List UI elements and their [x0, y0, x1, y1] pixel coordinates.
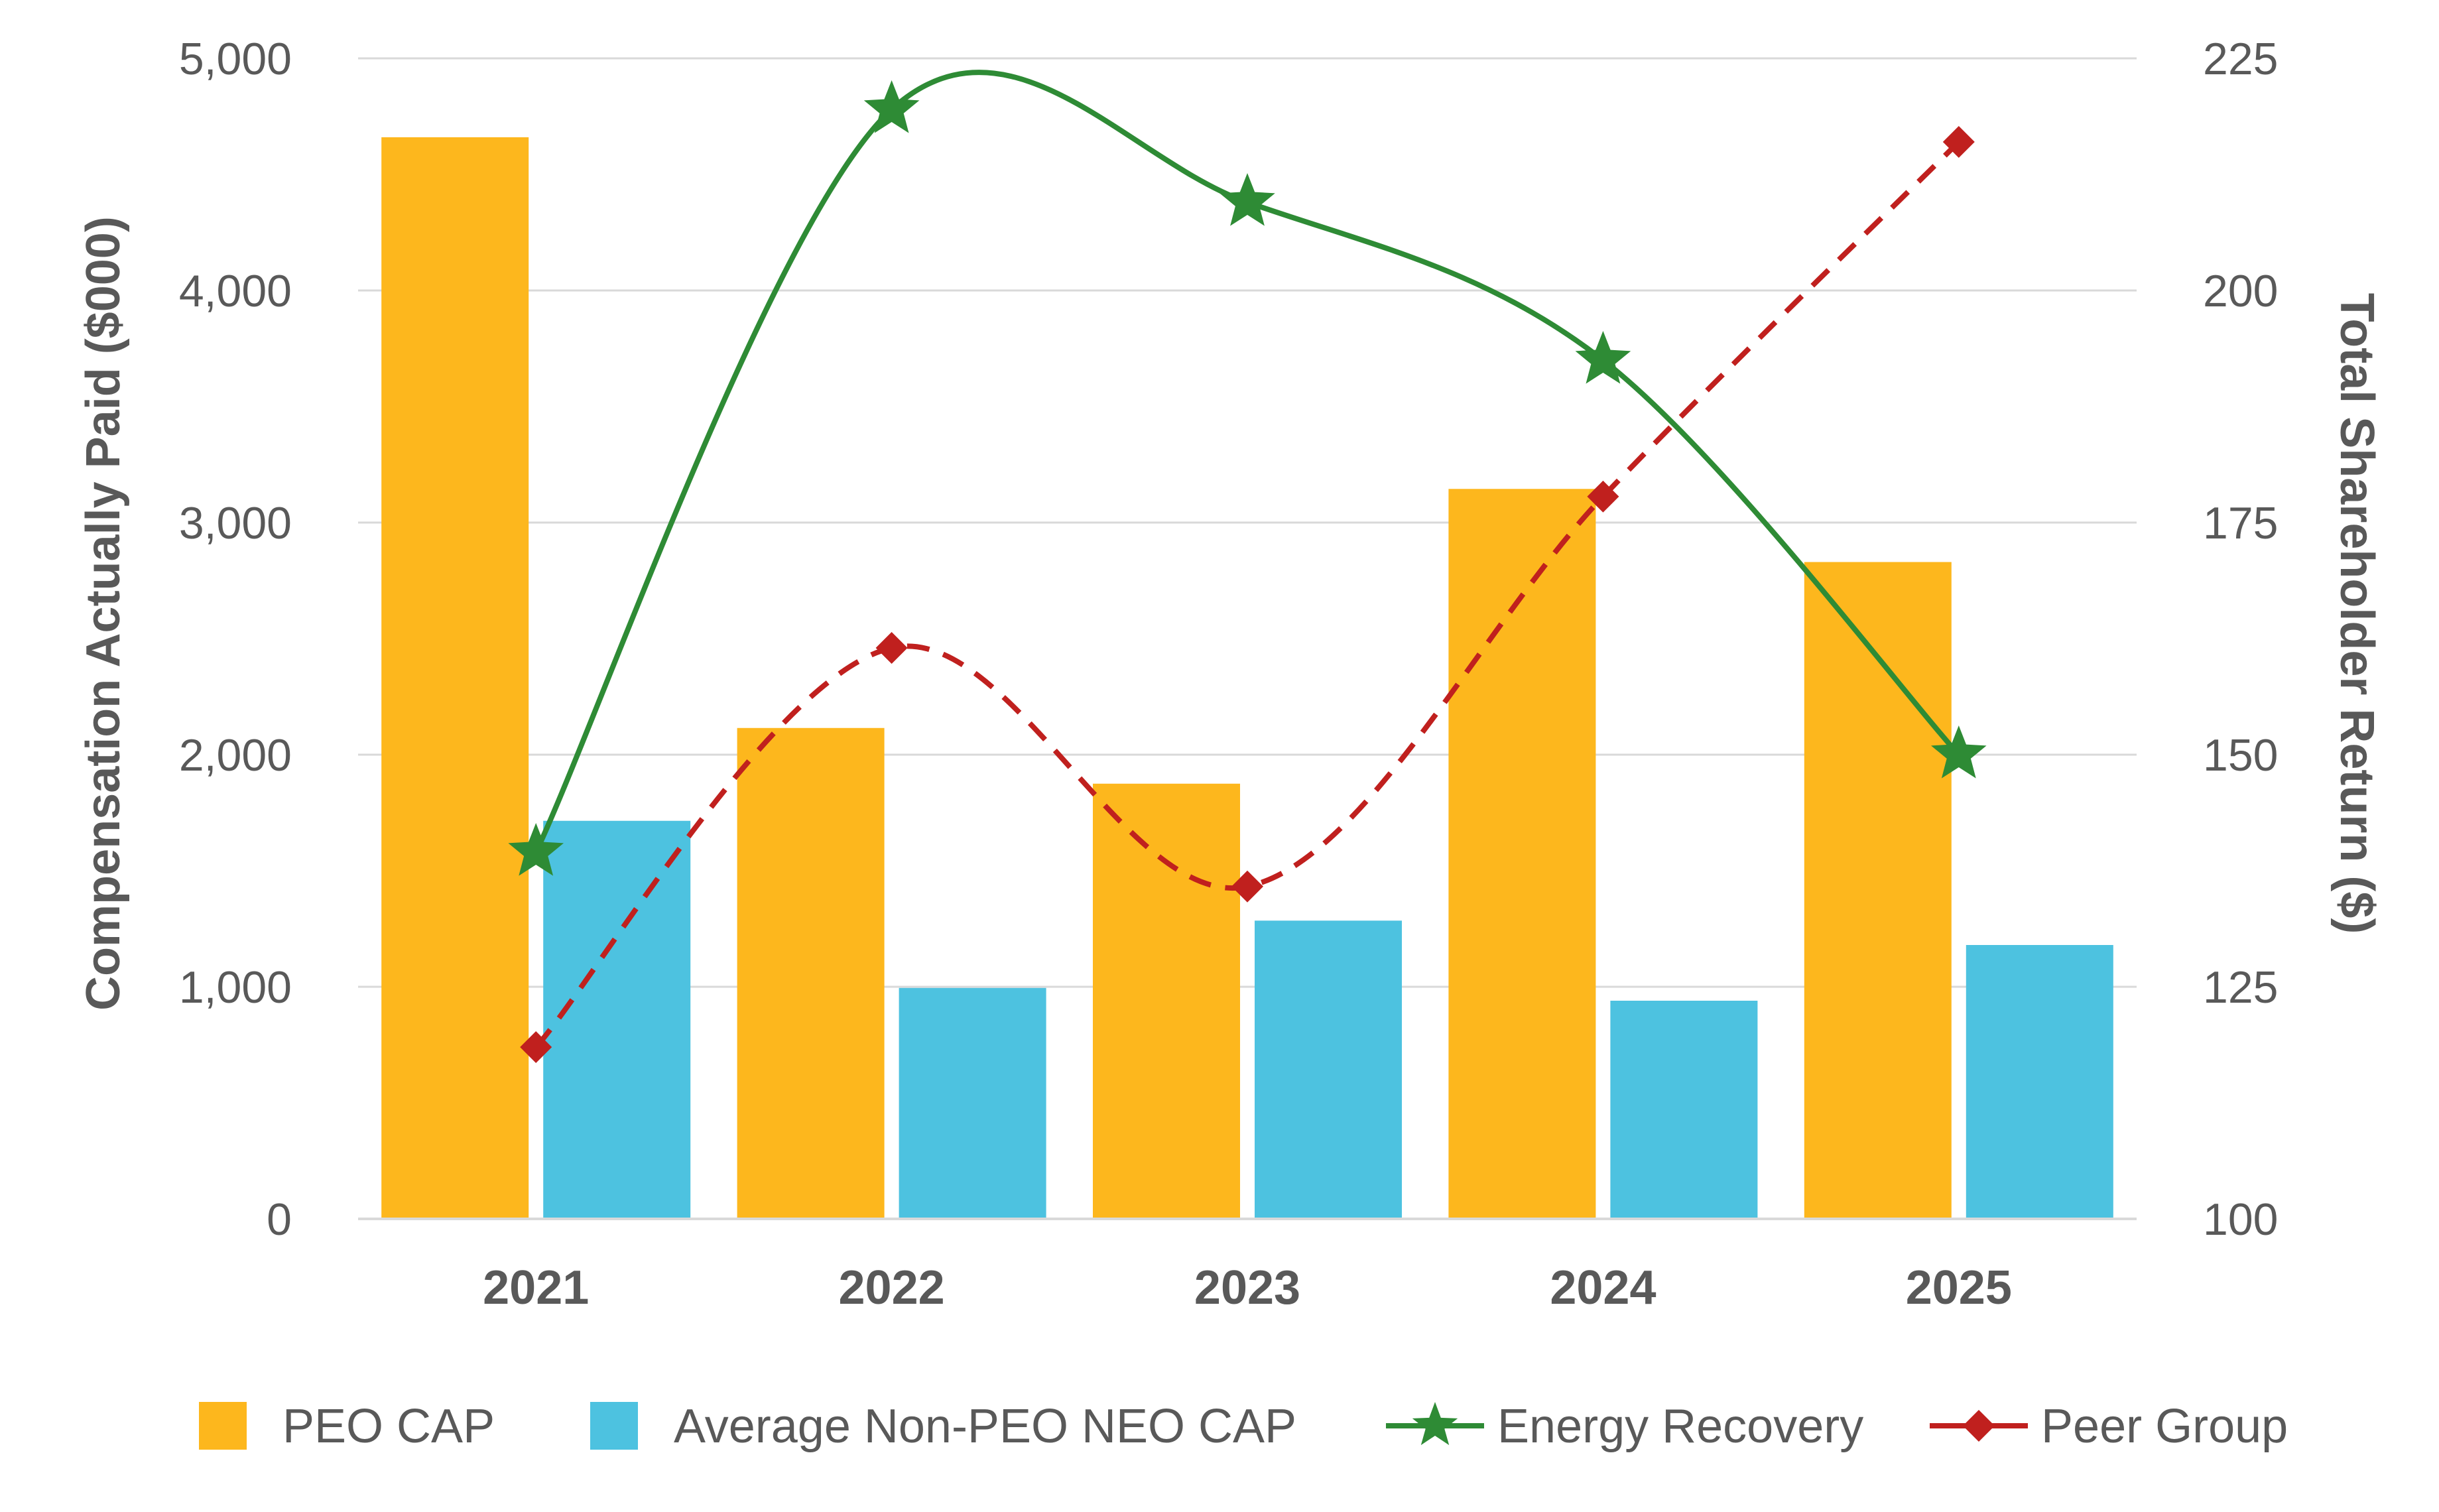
average-non-peo-neo-cap-bar-2021: [543, 820, 691, 1219]
left-tick-label: 0: [267, 1194, 292, 1245]
legend-label: PEO CAP: [282, 1400, 495, 1453]
right-tick-label: 200: [2203, 266, 2278, 316]
energy-recovery-point-2024: [1575, 331, 1631, 384]
peer-group-point-2025: [1942, 126, 1975, 158]
legend-label: Peer Group: [2041, 1400, 2288, 1453]
peo-cap-bar-2025: [1804, 562, 1952, 1219]
right-tick-label: 225: [2203, 34, 2278, 84]
legend-label: Energy Recovery: [1497, 1400, 1863, 1453]
average-non-peo-neo-cap-bar-2024: [1610, 1001, 1758, 1219]
category-label-2023: 2023: [1194, 1261, 1300, 1314]
legend-marker: [1963, 1410, 1995, 1442]
peo-cap-bar-2021: [381, 137, 529, 1219]
right-tick-label: 125: [2203, 962, 2278, 1013]
right-tick-label: 100: [2203, 1194, 2278, 1245]
left-tick-label: 1,000: [179, 962, 292, 1013]
energy-recovery-point-2023: [1220, 173, 1275, 226]
category-label-2025: 2025: [1906, 1261, 2012, 1314]
legend-label: Average Non-PEO NEO CAP: [674, 1400, 1296, 1453]
peer-group-point-2022: [875, 632, 908, 664]
category-label-2022: 2022: [839, 1261, 945, 1314]
legend-item-energy-recovery: Energy Recovery: [1386, 1400, 1863, 1453]
category-label-2024: 2024: [1550, 1261, 1656, 1314]
legend-item-peo-cap: PEO CAP: [199, 1400, 495, 1453]
left-axis-ticks: 0 1,000 2,000 3,000 4,000 5,000: [179, 34, 292, 1245]
left-tick-label: 4,000: [179, 266, 292, 316]
left-axis-title: Compensation Actually Paid ($000): [77, 216, 130, 1011]
energy-recovery-line: [533, 70, 1961, 853]
legend-swatch: [199, 1402, 247, 1450]
category-labels: 2021 2022 2023 2024 2025: [483, 1261, 2012, 1314]
peo-cap-bar-2023: [1093, 783, 1240, 1219]
peer-group-point-2021: [520, 1031, 552, 1063]
average-non-peo-neo-cap-bar-2025: [1966, 945, 2113, 1219]
legend-marker: [1412, 1402, 1458, 1446]
average-non-peo-neo-cap-bar-2022: [899, 987, 1046, 1219]
legend-item-average-non-peo-neo-cap: Average Non-PEO NEO CAP: [590, 1400, 1296, 1453]
average-non-peo-neo-cap-bar-2023: [1255, 920, 1402, 1219]
right-axis-ticks: 100 125 150 175 200 225: [2203, 34, 2278, 1245]
left-tick-label: 3,000: [179, 498, 292, 548]
left-tick-label: 5,000: [179, 34, 292, 84]
series-markers: [508, 80, 1987, 1063]
legend: PEO CAP Average Non-PEO NEO CAP Energy Rec…: [199, 1400, 2288, 1453]
left-tick-label: 2,000: [179, 730, 292, 781]
right-tick-label: 175: [2203, 498, 2278, 548]
energy-recovery-point-2021: [508, 823, 564, 876]
peo-cap-bar-2022: [737, 727, 885, 1219]
energy-recovery-point-2025: [1931, 725, 1987, 779]
bars: [381, 137, 2113, 1219]
peer-group-point-2023: [1231, 870, 1263, 903]
energy-recovery-point-2022: [863, 80, 920, 133]
peer-group-point-2024: [1587, 480, 1619, 513]
right-axis-title: Total Shareholder Return ($): [2330, 293, 2383, 934]
legend-swatch: [590, 1402, 638, 1450]
legend-item-peer-group: Peer Group: [1930, 1400, 2288, 1453]
peo-cap-bar-2024: [1448, 489, 1596, 1219]
category-label-2021: 2021: [483, 1261, 589, 1314]
right-tick-label: 150: [2203, 730, 2278, 781]
